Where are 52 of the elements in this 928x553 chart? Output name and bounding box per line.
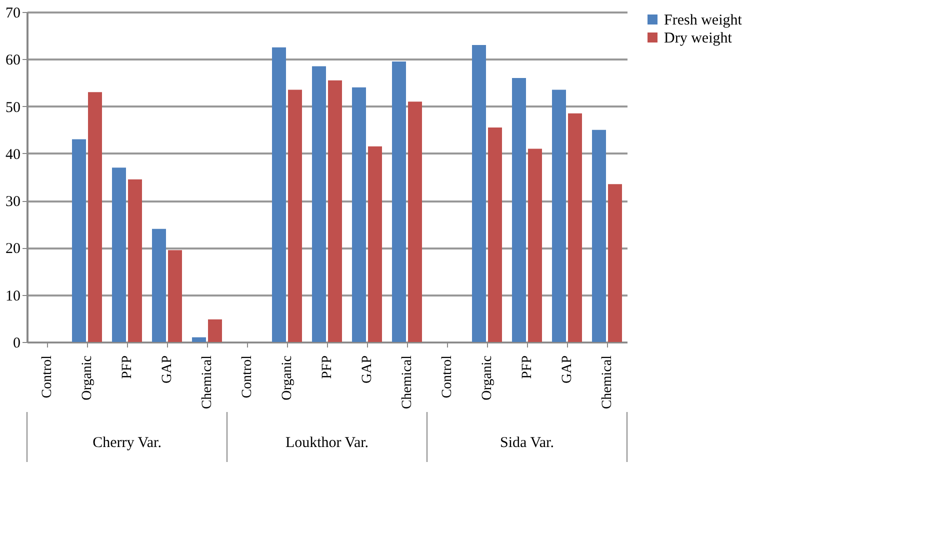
bar [152,228,166,342]
bar [88,92,102,342]
x-tick-label: Control [240,355,255,398]
legend-label: Fresh weight [664,12,743,28]
text: Cherry Var. [92,435,162,451]
x-tick-label: Organic [80,356,95,400]
y-tick-label: 60 [6,52,20,69]
bar [488,128,502,342]
x-tick-label: Organic [480,356,495,400]
bar [192,337,206,342]
bar [328,80,342,342]
x-tick-label: Control [40,355,55,398]
x-tick-label: Chemical [400,355,415,410]
text: Sida Var. [500,435,554,451]
bar [72,139,86,342]
bar [272,47,286,342]
bar [528,148,542,342]
x-tick-label: GAP [160,355,175,384]
bar [112,168,126,342]
y-tick-label: 30 [6,194,20,210]
bar [392,62,406,342]
y-tick-label: 10 [6,288,20,304]
x-tick-label: Chemical [600,355,615,410]
bar [168,250,182,342]
bar [352,87,366,342]
bar [608,184,622,342]
bar [568,113,582,342]
x-tick-label: Chemical [200,355,215,410]
bar [512,78,526,342]
y-tick-label: 0 [13,336,20,352]
bar [208,319,222,342]
bar [552,90,566,342]
x-tick-label: PFP [520,355,535,379]
y-tick-label: 50 [6,100,20,116]
legend-label: Dry weight [664,30,733,46]
x-tick-label: GAP [560,355,575,384]
x-tick-label: PFP [320,355,335,379]
bar [592,130,606,342]
x-tick-label: GAP [360,355,375,384]
text: Loukthor Var. [285,435,369,451]
x-tick-label: Control [440,355,455,398]
y-tick-label: 40 [6,146,20,163]
bar [288,90,302,342]
y-tick-label: 20 [6,241,20,258]
x-tick-label: Organic [280,356,295,400]
bar [368,146,382,342]
bar [312,66,326,342]
bar [408,102,422,342]
bar [128,179,142,342]
x-tick-label: PFP [120,355,135,379]
y-tick-label: 70 [6,6,20,22]
bar [472,45,486,342]
